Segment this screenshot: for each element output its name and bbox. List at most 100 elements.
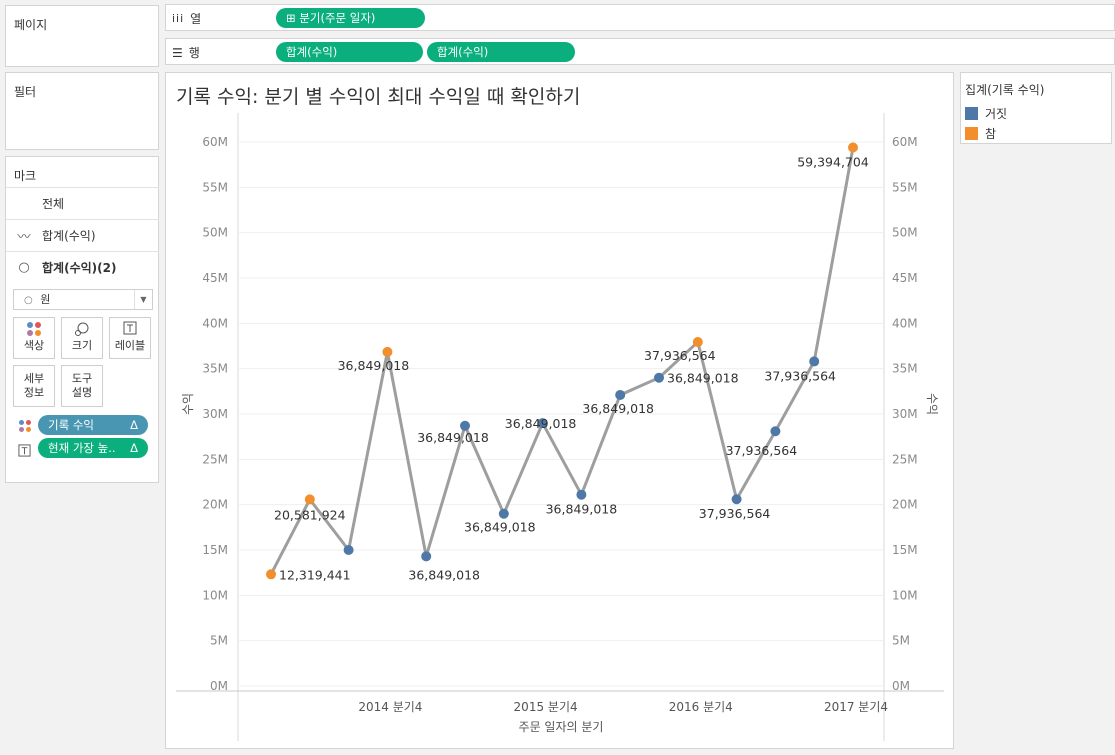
data-label: 36,849,018: [464, 520, 536, 535]
data-label: 36,849,018: [338, 358, 410, 373]
data-label: 20,581,924: [274, 507, 346, 522]
y-tick-label-left: 20M: [202, 498, 228, 512]
tooltip-label-2: 설명: [71, 386, 93, 399]
x-tick-label: 2017 분기4: [824, 700, 888, 714]
data-point: [848, 142, 858, 153]
rows-label-text: 행: [188, 46, 200, 60]
circle-icon: ○: [24, 295, 33, 306]
data-point: [382, 346, 393, 357]
x-tick-label: 2014 분기4: [358, 700, 422, 714]
y-tick-label-left: 55M: [202, 180, 228, 194]
color-field-icon: [18, 418, 32, 437]
text-field-icon: [18, 442, 31, 461]
y-tick-label-right: 45M: [892, 271, 918, 285]
y-tick-label-left: 40M: [202, 316, 228, 330]
legend-label-true: 참: [985, 127, 997, 141]
rows-shelf[interactable]: ☰ 행 합계(수익) 합계(수익): [165, 38, 1115, 65]
y-tick-label-right: 0M: [892, 679, 910, 693]
y-tick-label-left: 10M: [202, 588, 228, 602]
legend-title: 집계(기록 수익): [965, 83, 1045, 97]
filters-card[interactable]: 필터: [5, 72, 159, 150]
color-button[interactable]: 색상: [13, 317, 55, 359]
chevron-down-icon: ▼: [134, 290, 152, 309]
y-tick-label-right: 5M: [892, 634, 910, 648]
y-tick-label-right: 30M: [892, 407, 918, 421]
columns-label-text: 열: [190, 12, 202, 26]
label-field-text: 현재 가장 높..: [48, 441, 116, 455]
pages-title: 페이지: [14, 18, 48, 32]
label-button[interactable]: 레이블: [109, 317, 151, 359]
delta-icon: Δ: [130, 418, 138, 432]
marks-layer1-label: 합계(수익): [42, 229, 96, 243]
mark-type-dropdown[interactable]: ○ 원 ▼: [13, 289, 153, 310]
columns-icon: iii: [172, 12, 185, 25]
y-tick-label-left: 15M: [202, 543, 228, 557]
quarter-pill-text: ⊞ 분기(주문 일자): [286, 11, 376, 25]
x-axis: 2014 분기4 2015 분기4 2016 분기4 2017 분기4: [358, 700, 888, 714]
size-icon: [62, 321, 102, 339]
data-label: 36,849,018: [546, 502, 618, 517]
line-mark-icon: 〰: [17, 230, 31, 245]
data-label: 37,936,564: [726, 443, 798, 458]
circle-mark-icon: ○: [18, 260, 30, 275]
data-point: [615, 389, 626, 400]
columns-shelf-label: iii 열: [172, 10, 201, 27]
data-label: 36,849,018: [408, 567, 480, 582]
y-tick-label-right: 20M: [892, 498, 918, 512]
y-tick-label-left: 25M: [202, 452, 228, 466]
quarter-order-date-pill[interactable]: ⊞ 분기(주문 일자): [276, 8, 425, 28]
data-label: 36,849,018: [582, 401, 654, 416]
marks-layer-line[interactable]: 〰 합계(수익): [6, 219, 159, 251]
y-tick-label-right: 60M: [892, 135, 918, 149]
size-button[interactable]: 크기: [61, 317, 103, 359]
marks-all-label: 전체: [42, 197, 65, 211]
x-tick-label: 2015 분기4: [514, 700, 578, 714]
data-point: [421, 551, 432, 562]
color-label: 색상: [23, 339, 45, 352]
marks-layer-circle[interactable]: ○ 합계(수익)(2): [6, 251, 159, 283]
y-tick-label-right: 35M: [892, 362, 918, 376]
data-point: [770, 426, 781, 437]
y-axis-left: 0M 5M 10M 15M 20M 25M 30M 35M 40M 45M 50M 55M 60M: [202, 135, 228, 693]
y-tick-label-left: 60M: [202, 135, 228, 149]
data-point: [460, 420, 470, 431]
data-label: 59,394,704: [797, 154, 869, 169]
pages-card[interactable]: 페이지: [5, 5, 159, 67]
sum-profit-pill-2[interactable]: 합계(수익): [427, 42, 575, 62]
data-point: [266, 569, 276, 580]
legend-item-true[interactable]: 참: [965, 125, 996, 142]
tooltip-button[interactable]: 도구 설명: [61, 365, 103, 407]
y-tick-label-right: 15M: [892, 543, 918, 557]
data-label: 36,849,018: [667, 371, 739, 386]
rows-icon: ☰: [172, 45, 183, 60]
data-point: [654, 372, 664, 383]
sum-profit-pill-1[interactable]: 합계(수익): [276, 42, 423, 62]
data-label: 12,319,441: [279, 567, 351, 582]
data-point: [537, 418, 548, 429]
color-field-text: 기록 수익: [48, 418, 94, 432]
y-tick-label-right: 40M: [892, 316, 918, 330]
marks-card: 마크 전체 〰 합계(수익) ○ 합계(수익)(2) ○ 원 ▼ 색상 크기 레…: [5, 156, 159, 483]
y-tick-label-left: 50M: [202, 226, 228, 240]
data-label: 37,936,564: [644, 348, 716, 363]
y-tick-label-left: 30M: [202, 407, 228, 421]
legend-item-false[interactable]: 거짓: [965, 105, 1007, 122]
legend-swatch-true: [965, 127, 978, 140]
x-axis-title: 주문 일자의 분기: [519, 720, 604, 734]
label-label: 레이블: [114, 339, 146, 352]
x-tick-label: 2016 분기4: [669, 700, 733, 714]
color-field-pill[interactable]: 기록 수익 Δ: [38, 415, 148, 435]
label-field-pill[interactable]: 현재 가장 높.. Δ: [38, 438, 148, 458]
columns-shelf[interactable]: iii 열 ⊞ 분기(주문 일자): [165, 4, 1115, 31]
sum-profit-pill-1-text: 합계(수익): [286, 45, 338, 59]
marks-all-layer[interactable]: 전체: [6, 187, 159, 219]
detail-button[interactable]: 세부 정보: [13, 365, 55, 407]
y-tick-label-left: 5M: [210, 634, 228, 648]
data-label: 37,936,564: [699, 506, 771, 521]
marks-layer2-label: 합계(수익)(2): [42, 261, 117, 275]
tooltip-label-1: 도구: [71, 372, 93, 385]
data-point: [343, 545, 354, 555]
delta-icon: Δ: [130, 441, 138, 455]
data-label: 36,849,018: [417, 430, 489, 445]
